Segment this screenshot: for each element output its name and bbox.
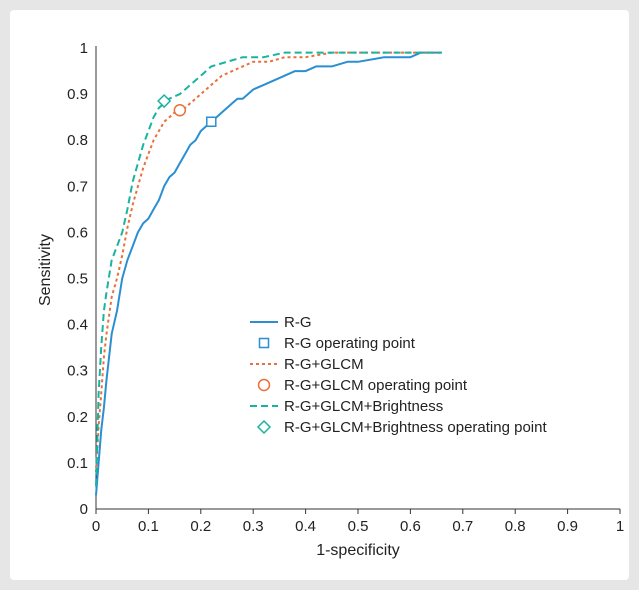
roc-curve-0: [95, 51, 442, 496]
legend-item: R-G+GLCM+Brightness operating point: [256, 419, 547, 436]
y-tick-label: 0.8: [67, 132, 88, 149]
legend-label: R-G+GLCM+Brightness operating point: [284, 419, 547, 436]
x-tick-label: 0.2: [190, 518, 211, 535]
operating-point-marker-1: [206, 116, 217, 128]
legend-item: R-G+GLCM+Brightness: [250, 398, 443, 415]
legend: R-G R-G operating point R-G+GLCM R-G+GLCM o…: [250, 314, 547, 436]
legend-marker: [258, 337, 270, 349]
legend-label: R-G operating point: [284, 335, 416, 352]
y-tick-label: 0.6: [67, 224, 88, 241]
x-tick-label: 1: [616, 518, 624, 535]
y-tick-label: 0.3: [67, 363, 88, 380]
x-tick-label: 0.3: [243, 518, 264, 535]
x-tick-label: 0.4: [295, 518, 316, 535]
y-tick-label: 0.2: [67, 409, 88, 426]
y-tick-label: 0.7: [67, 178, 88, 195]
y-tick-label: 0: [80, 501, 88, 518]
x-tick-label: 0: [92, 518, 100, 535]
roc-curve-4: [95, 51, 442, 486]
y-tick-label: 0.9: [67, 86, 88, 103]
operating-point-marker-3: [173, 103, 187, 117]
plot-markers: [157, 93, 217, 128]
y-tick-label: 1: [80, 40, 88, 57]
y-tick-label: 0.5: [67, 271, 88, 288]
legend-marker: [256, 419, 272, 435]
operating-point-marker-5: [157, 93, 172, 109]
legend-label: R-G: [284, 314, 312, 331]
legend-label: R-G+GLCM operating point: [284, 377, 468, 394]
legend-item: R-G operating point: [258, 335, 416, 352]
x-axis-label: 1-specificity: [316, 542, 400, 559]
x-tick-label: 0.9: [557, 518, 578, 535]
legend-label: R-G+GLCM+Brightness: [284, 398, 443, 415]
x-tick-label: 0.6: [400, 518, 421, 535]
x-tick-label: 0.8: [505, 518, 526, 535]
legend-item: R-G+GLCM operating point: [257, 377, 468, 394]
legend-marker: [257, 378, 271, 392]
x-tick-label: 0.1: [138, 518, 159, 535]
y-tick-label: 0.1: [67, 455, 88, 472]
x-tick-label: 0.5: [348, 518, 369, 535]
legend-item: R-G+GLCM: [250, 356, 364, 373]
legend-item: R-G: [250, 314, 312, 331]
x-tick-label: 0.7: [452, 518, 473, 535]
axes: [95, 46, 620, 510]
chart-panel: [10, 10, 629, 580]
x-tick-labels: 0 0.1 0.2 0.3 0.4 0.5 0.6 0.7 0.8 0.9 1: [92, 509, 624, 535]
y-tick-label: 0.4: [67, 317, 88, 334]
y-tick-labels: 0 0.1 0.2 0.3 0.4 0.5 0.6 0.7 0.8 0.9 1: [67, 40, 88, 518]
y-axis-label: Sensitivity: [37, 234, 54, 306]
legend-label: R-G+GLCM: [284, 356, 364, 373]
